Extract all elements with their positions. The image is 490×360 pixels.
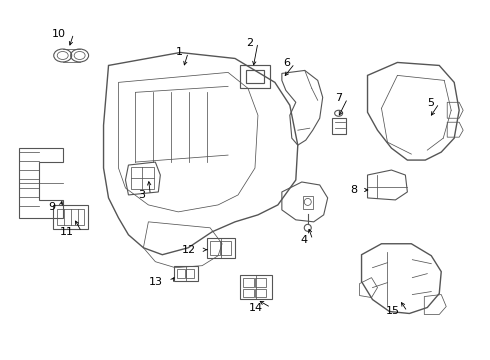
Text: 8: 8 — [350, 185, 358, 195]
Bar — [57, 209, 84, 225]
Bar — [255, 278, 266, 287]
Bar — [207, 238, 235, 258]
Text: 9: 9 — [49, 202, 56, 212]
Text: 5: 5 — [427, 98, 434, 108]
Text: 11: 11 — [60, 227, 74, 237]
Bar — [255, 289, 266, 297]
Text: 13: 13 — [149, 276, 163, 287]
Bar — [243, 278, 254, 287]
Bar — [243, 289, 254, 297]
Text: 3: 3 — [138, 190, 146, 200]
Text: 12: 12 — [182, 245, 196, 255]
Bar — [174, 266, 198, 280]
Bar — [240, 275, 272, 298]
Text: 4: 4 — [301, 235, 308, 245]
Bar — [177, 269, 185, 278]
Text: 2: 2 — [246, 37, 253, 48]
Text: 7: 7 — [336, 93, 343, 103]
Bar — [303, 196, 313, 209]
Bar — [332, 118, 345, 134]
Text: 14: 14 — [249, 302, 263, 312]
Bar — [210, 241, 220, 255]
Bar — [131, 167, 154, 189]
Bar — [53, 205, 88, 229]
Text: 10: 10 — [51, 28, 66, 39]
Text: 15: 15 — [386, 306, 399, 316]
Bar — [186, 269, 194, 278]
Text: 1: 1 — [176, 48, 183, 58]
Bar — [221, 241, 231, 255]
Text: 6: 6 — [283, 58, 290, 68]
